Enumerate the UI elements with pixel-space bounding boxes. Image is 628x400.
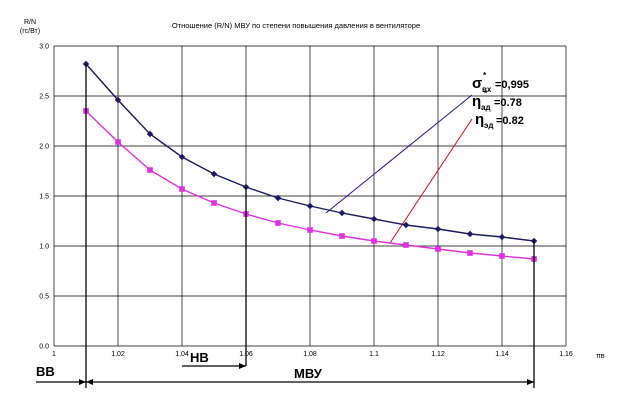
x-tick-label-6: 1.12 bbox=[431, 351, 445, 358]
y-tick-label-0: 0.0 bbox=[39, 344, 49, 351]
series-1-point-10 bbox=[403, 242, 409, 248]
series-0-point-8 bbox=[338, 209, 346, 217]
eta-ad-sub: ад bbox=[481, 103, 491, 112]
eta-ad-sup: * bbox=[484, 89, 488, 98]
series-1-point-6 bbox=[275, 220, 281, 226]
grid bbox=[53, 45, 567, 347]
x-tick-label-2: 1.04 bbox=[175, 351, 189, 358]
series-0-point-12 bbox=[466, 230, 474, 238]
series-1-point-3 bbox=[179, 186, 185, 192]
arrow-mvu-head-right bbox=[527, 379, 534, 385]
series-1-point-12 bbox=[467, 250, 473, 256]
x-tick-label-0: 1 bbox=[52, 351, 56, 358]
y-tick-label-6: 3.0 bbox=[39, 44, 49, 51]
sigma-sup: * bbox=[483, 71, 487, 80]
chart-title: Отношение (R/N) МВУ по степени повышения… bbox=[172, 21, 420, 30]
series-1-point-8 bbox=[339, 233, 345, 239]
annotation-leaders bbox=[325, 94, 473, 244]
y-axis-label: R/N bbox=[24, 19, 36, 26]
series-0-point-6 bbox=[274, 194, 282, 202]
x-tick-label-7: 1.14 bbox=[495, 351, 509, 358]
sigma-symbol: σ bbox=[472, 75, 482, 92]
series-1-point-2 bbox=[147, 167, 153, 173]
series-0-point-13 bbox=[498, 233, 506, 241]
series-group bbox=[82, 60, 538, 262]
series-0-point-10 bbox=[402, 221, 410, 229]
series-0-point-2 bbox=[146, 130, 154, 138]
region-markers bbox=[36, 64, 535, 388]
y-axis-unit: (гс/Вт) bbox=[20, 28, 40, 35]
x-tick-label-1: 1.02 bbox=[111, 351, 125, 358]
eta-ed-symbol: η bbox=[475, 111, 484, 128]
series-1-point-1 bbox=[115, 139, 121, 145]
series-1-point-7 bbox=[307, 227, 313, 233]
region-label-bb: BB bbox=[36, 364, 55, 379]
region-label-hb: HB bbox=[190, 350, 209, 365]
eta-ad-value: =0.78 bbox=[494, 97, 522, 109]
series-0-point-11 bbox=[434, 225, 442, 233]
series-1-point-11 bbox=[435, 246, 441, 252]
x-tick-label-5: 1.1 bbox=[369, 351, 379, 358]
series-1-point-9 bbox=[371, 238, 377, 244]
x-tick-label-4: 1.08 bbox=[303, 351, 317, 358]
arrow-hb-head-right bbox=[239, 363, 246, 369]
series-0-point-1 bbox=[114, 96, 122, 104]
y-tick-label-1: 0.5 bbox=[39, 294, 49, 301]
x-tick-label-8: 1.16 bbox=[559, 351, 573, 358]
series-0-point-7 bbox=[306, 202, 314, 210]
series-0-point-9 bbox=[370, 215, 378, 223]
x-axis-label: πв bbox=[596, 353, 605, 360]
annotation-eta-ad: η * ад =0.78 bbox=[472, 89, 522, 112]
leader-line-red bbox=[389, 118, 473, 244]
leader-line-blue bbox=[325, 94, 473, 214]
y-tick-label-3: 1.5 bbox=[39, 194, 49, 201]
y-tick-label-2: 1.0 bbox=[39, 244, 49, 251]
y-tick-labels: 0.0 0.5 1.0 1.5 2.0 2.5 3.0 bbox=[39, 44, 49, 351]
eta-ad-symbol: η bbox=[472, 93, 481, 110]
sigma-sub: вх bbox=[482, 85, 492, 94]
sigma-value: =0,995 bbox=[495, 79, 529, 91]
arrow-bb-head-right bbox=[79, 379, 86, 385]
eta-ed-value: =0.82 bbox=[496, 115, 524, 127]
series-1-point-13 bbox=[499, 253, 505, 259]
series-0-point-3 bbox=[178, 153, 186, 161]
series-0-point-4 bbox=[210, 170, 218, 178]
annotation-sigma: σ * вх =0,995 bbox=[472, 71, 529, 94]
x-tick-labels: 11.021.041.061.081.11.121.141.16 bbox=[52, 351, 573, 358]
y-tick-label-4: 2.0 bbox=[39, 144, 49, 151]
series-1-point-4 bbox=[211, 200, 217, 206]
y-tick-label-5: 2.5 bbox=[39, 94, 49, 101]
region-label-mvu: МВУ bbox=[294, 366, 323, 381]
annotation-eta-ed: η эд =0.82 bbox=[475, 111, 524, 130]
arrow-mvu-head-left bbox=[86, 379, 93, 385]
eta-ed-sub: эд bbox=[484, 121, 493, 130]
